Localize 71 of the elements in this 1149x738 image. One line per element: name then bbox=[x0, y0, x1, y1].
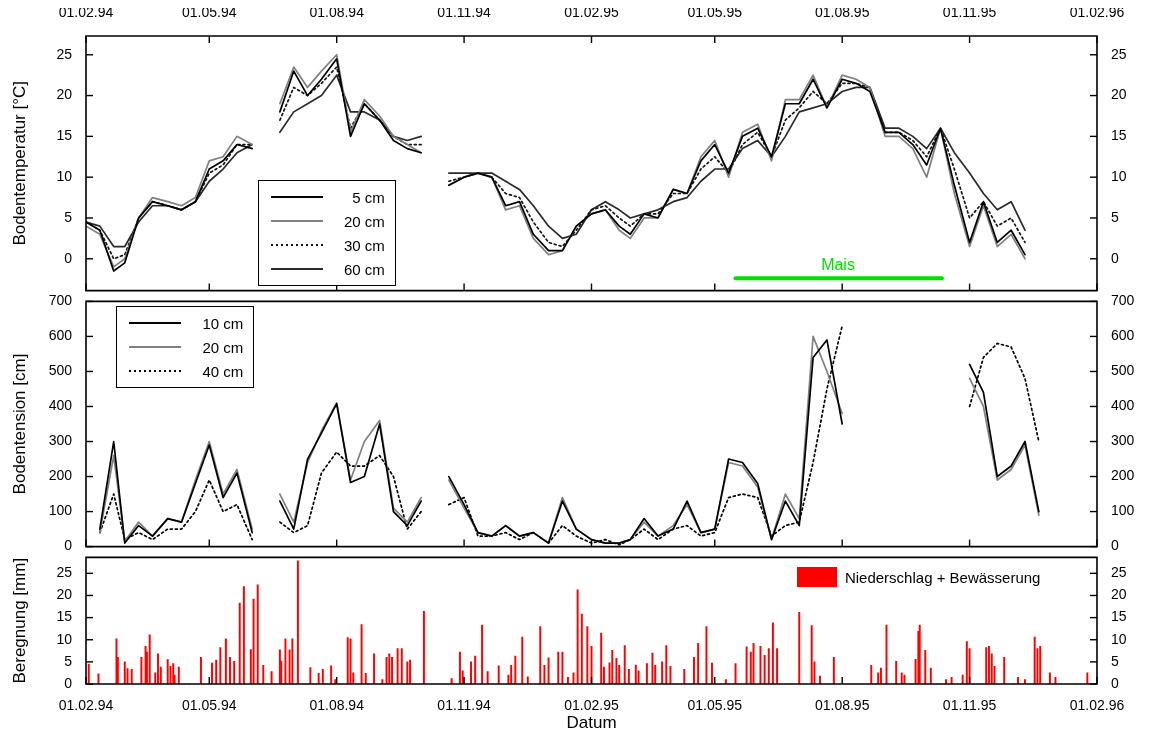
y-tick-label: 5 bbox=[64, 208, 73, 225]
y-axis-title: Beregnung [mm] bbox=[9, 557, 29, 684]
y2-tick-label: 500 bbox=[1111, 362, 1135, 379]
x2-tick-label: 01.02.94 bbox=[58, 4, 114, 21]
y-tick-label: 10 bbox=[56, 168, 73, 185]
y2-tick-label: 15 bbox=[1111, 608, 1127, 625]
y-tick-label: 600 bbox=[48, 327, 73, 344]
y-tick-label: 25 bbox=[56, 45, 73, 62]
legend-label: Niederschlag + Bewässerung bbox=[844, 568, 1041, 586]
y2-tick-label: 300 bbox=[1111, 432, 1135, 449]
x2-tick-label: 01.05.94 bbox=[182, 4, 237, 21]
y-tick-label: 5 bbox=[64, 652, 73, 669]
y2-tick-label: 0 bbox=[1111, 674, 1119, 691]
y-tick-label: 200 bbox=[48, 467, 73, 484]
x-tick-label: 01.02.96 bbox=[1069, 697, 1125, 714]
y2-tick-label: 10 bbox=[1111, 168, 1127, 185]
x-axis-title: Datum bbox=[566, 713, 617, 733]
y-tick-label: 400 bbox=[48, 397, 73, 414]
y-axis-title: Bodentemperatur [°C] bbox=[9, 81, 29, 246]
y-tick-label: 700 bbox=[48, 292, 73, 309]
x-tick-label: 01.08.95 bbox=[814, 697, 870, 714]
y-tick-label: 0 bbox=[64, 674, 73, 691]
y-tick-label: 500 bbox=[48, 362, 73, 379]
y2-tick-label: 200 bbox=[1111, 467, 1135, 484]
legend-label: 20 cm bbox=[343, 212, 385, 230]
y-tick-label: 20 bbox=[56, 86, 73, 103]
y-tick-label: 100 bbox=[48, 502, 73, 519]
y2-tick-label: 5 bbox=[1111, 208, 1119, 225]
legend-label: 10 cm bbox=[201, 314, 244, 332]
y2-tick-label: 15 bbox=[1111, 127, 1127, 144]
annotation: Mais bbox=[821, 255, 855, 273]
y2-tick-label: 20 bbox=[1111, 86, 1127, 103]
y-tick-label: 10 bbox=[56, 630, 73, 647]
y-tick-label: 300 bbox=[48, 432, 73, 449]
y2-tick-label: 0 bbox=[1111, 537, 1119, 554]
legend-label: 60 cm bbox=[343, 260, 385, 278]
x2-tick-label: 01.02.96 bbox=[1069, 4, 1125, 21]
x2-tick-label: 01.11.95 bbox=[942, 4, 997, 21]
y-axis-title: Bodentension [cm] bbox=[9, 353, 29, 495]
y2-tick-label: 0 bbox=[1111, 249, 1119, 266]
x-tick-label: 01.02.95 bbox=[564, 697, 619, 714]
y2-tick-label: 20 bbox=[1111, 586, 1127, 603]
y-tick-label: 20 bbox=[56, 586, 73, 603]
legend-label: 30 cm bbox=[343, 236, 385, 254]
y2-tick-label: 700 bbox=[1111, 292, 1135, 309]
y2-tick-label: 400 bbox=[1111, 397, 1135, 414]
x-tick-label: 01.05.95 bbox=[687, 697, 743, 714]
x-tick-label: 01.08.94 bbox=[309, 697, 365, 714]
y2-tick-label: 100 bbox=[1111, 502, 1135, 519]
y2-tick-label: 600 bbox=[1111, 327, 1135, 344]
x-tick-label: 01.11.95 bbox=[942, 697, 997, 714]
y2-tick-label: 5 bbox=[1111, 652, 1119, 669]
y-tick-label: 15 bbox=[56, 608, 73, 625]
x2-tick-label: 01.11.94 bbox=[437, 4, 492, 21]
y-tick-label: 15 bbox=[56, 127, 73, 144]
x-tick-label: 01.02.94 bbox=[58, 697, 114, 714]
y2-tick-label: 25 bbox=[1111, 564, 1127, 581]
x2-tick-label: 01.02.95 bbox=[564, 4, 619, 21]
y2-tick-label: 10 bbox=[1111, 630, 1127, 647]
x2-tick-label: 01.08.94 bbox=[309, 4, 365, 21]
x2-tick-label: 01.08.95 bbox=[814, 4, 870, 21]
x-tick-label: 01.11.94 bbox=[437, 697, 492, 714]
x-tick-label: 01.05.94 bbox=[182, 697, 237, 714]
legend-label: 40 cm bbox=[201, 362, 244, 380]
y-tick-label: 0 bbox=[64, 249, 73, 266]
y-tick-label: 25 bbox=[56, 564, 73, 581]
y2-tick-label: 25 bbox=[1111, 45, 1127, 62]
legend-label: 20 cm bbox=[201, 338, 244, 356]
x2-tick-label: 01.05.95 bbox=[687, 4, 743, 21]
y-tick-label: 0 bbox=[64, 537, 73, 554]
legend-label: 5 cm bbox=[351, 188, 385, 206]
